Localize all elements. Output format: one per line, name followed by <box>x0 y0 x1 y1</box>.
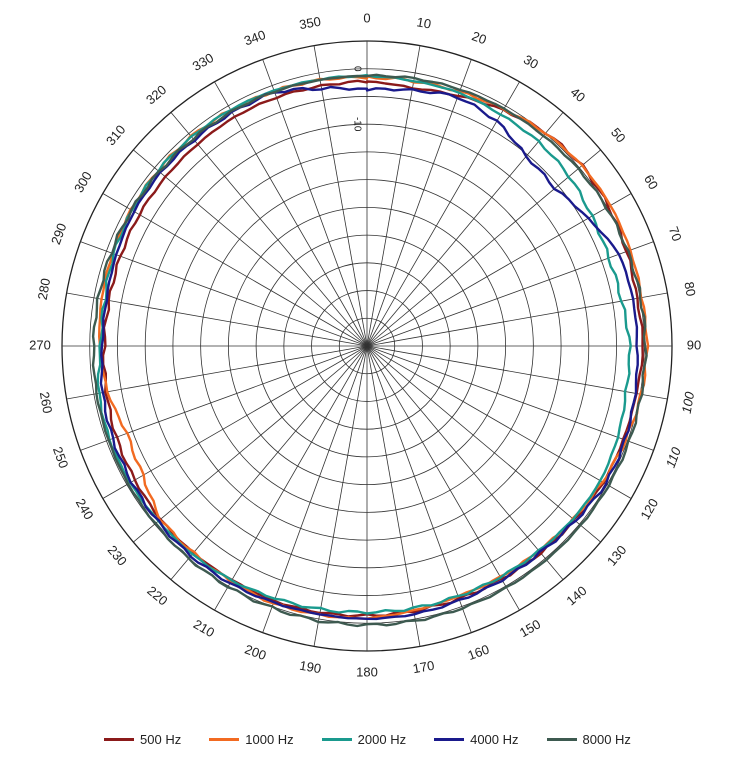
grid-spoke <box>366 292 668 347</box>
angle-tick-label: 270 <box>29 337 51 352</box>
polar-plot: -10 0 0 10 20 30 40 50 60 70 80 90 100 110 120 130 140 1… <box>29 10 701 679</box>
legend-item: 4000 Hz <box>434 731 519 747</box>
angle-tick-label: 80 <box>681 281 698 298</box>
grid-spoke <box>366 345 601 543</box>
grid-spoke <box>262 345 368 633</box>
angle-tick-label: 120 <box>637 496 661 522</box>
legend-label: 4000 Hz <box>470 731 519 747</box>
legend-swatch <box>104 737 135 741</box>
grid-spoke <box>313 45 368 347</box>
angle-tick-label: 150 <box>517 616 543 640</box>
angle-tick-label: 330 <box>190 50 216 74</box>
grid-spoke <box>366 345 632 499</box>
angle-tick-label: 130 <box>604 542 629 568</box>
legend-swatch <box>434 737 465 741</box>
grid-spoke <box>366 345 564 580</box>
grid-spoke <box>366 59 472 347</box>
grid-spoke <box>214 81 368 347</box>
legend-item: 500 Hz <box>104 732 181 747</box>
legend-item: 8000 Hz <box>546 731 631 747</box>
legend-label: 2000 Hz <box>357 731 407 747</box>
legend-swatch <box>546 737 577 741</box>
grid-spoke <box>366 45 421 347</box>
legend-swatch <box>321 737 352 741</box>
series-layer <box>91 73 650 628</box>
angle-tick-label: 60 <box>641 172 661 192</box>
legend-item: 1000 Hz <box>209 731 294 747</box>
grid-spoke <box>366 345 668 400</box>
legend-swatch <box>209 737 240 741</box>
angle-tick-label: 40 <box>568 84 589 105</box>
angle-tick-label: 340 <box>242 27 268 49</box>
grid-spoke <box>66 292 368 347</box>
angle-tick-label: 70 <box>666 224 685 243</box>
grid-spoke <box>366 112 564 347</box>
grid-spoke <box>366 345 520 611</box>
angle-tick-label: 300 <box>71 169 95 195</box>
angle-tick-label: 230 <box>105 542 130 568</box>
grid-spoke <box>313 345 368 647</box>
grid-spoke <box>366 149 601 347</box>
polar-chart: -10 0 0 10 20 30 40 50 60 70 80 90 100 110 120 130 140 1… <box>29 10 701 679</box>
angle-tick-label: 280 <box>35 277 54 301</box>
angle-tick-label: 160 <box>466 642 492 664</box>
angle-tick-label: 90 <box>687 337 701 352</box>
series-line <box>91 73 648 628</box>
angle-tick-label: 190 <box>298 658 322 677</box>
grid-spoke <box>214 345 368 611</box>
angle-tick-label: 20 <box>470 28 489 47</box>
angle-tick-label: 220 <box>144 583 170 608</box>
angle-tick-label: 200 <box>243 642 269 664</box>
angle-tick-label: 140 <box>563 583 589 608</box>
polar-grid: -10 0 <box>61 40 673 652</box>
grid-spoke <box>170 112 368 347</box>
angle-tick-label: 250 <box>50 445 72 471</box>
grid-spoke <box>133 345 368 543</box>
legend: 500 Hz 1000 Hz 2000 Hz 4000 Hz 8000 Hz <box>0 726 735 752</box>
grid-spoke <box>366 241 654 347</box>
grid-spoke <box>366 345 654 451</box>
series-line <box>101 79 644 618</box>
angle-tick-label: 10 <box>416 14 433 31</box>
angle-tick-label: 0 <box>363 10 370 25</box>
grid-spoke <box>80 241 368 347</box>
grid-spoke <box>80 345 368 451</box>
grid-spoke <box>102 345 368 499</box>
angle-tick-label: 30 <box>521 52 541 72</box>
angle-tick-label: 210 <box>191 616 217 640</box>
grid-spoke <box>66 345 368 400</box>
series-line <box>99 85 639 621</box>
legend-item: 2000 Hz <box>321 731 407 747</box>
radial-tick-label: 0 <box>351 66 362 72</box>
angle-tick-label: 350 <box>298 14 322 33</box>
radial-tick-label: -10 <box>351 117 362 132</box>
angle-tick-label: 290 <box>48 221 70 247</box>
angle-tick-label: 240 <box>73 496 97 522</box>
grid-spoke <box>102 193 368 347</box>
grid-spoke <box>262 59 368 347</box>
legend-label: 1000 Hz <box>245 731 294 747</box>
angle-tick-label: 170 <box>412 658 436 677</box>
grid-spoke <box>366 345 421 647</box>
angle-tick-label: 100 <box>679 390 698 415</box>
legend-label: 8000 Hz <box>582 731 631 747</box>
grid-spoke <box>170 345 368 580</box>
grid-spoke <box>366 345 472 633</box>
grid-spoke <box>366 193 632 347</box>
grid-spoke <box>133 149 368 347</box>
legend-label: 500 Hz <box>140 731 182 747</box>
angle-tick-label: 320 <box>143 82 169 107</box>
angle-tick-label: 180 <box>356 664 378 679</box>
angle-tick-label: 110 <box>663 444 684 469</box>
grid-spoke <box>366 81 520 347</box>
angle-tick-label: 50 <box>608 125 629 146</box>
angle-tick-label: 310 <box>103 122 128 148</box>
angle-tick-label: 260 <box>37 391 56 415</box>
